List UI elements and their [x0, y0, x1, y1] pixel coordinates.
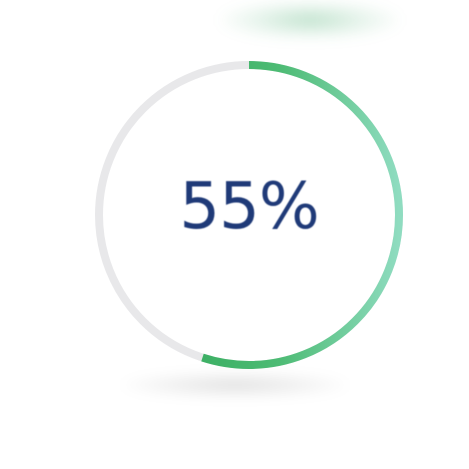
progress-ring-svg — [95, 61, 403, 369]
top-blur-decoration — [220, 0, 400, 40]
progress-percent: 55% — [179, 170, 319, 244]
progress-ring — [84, 50, 414, 380]
ring-shadow — [120, 372, 350, 398]
progress-arc — [95, 61, 403, 369]
